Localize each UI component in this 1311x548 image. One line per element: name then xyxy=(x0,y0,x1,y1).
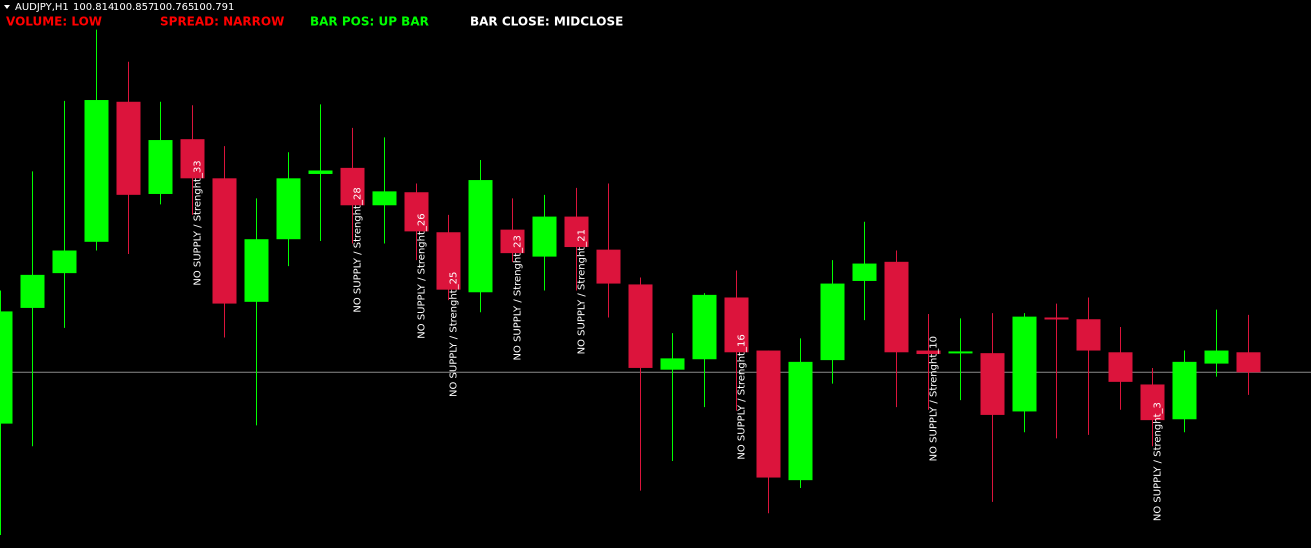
menu-arrow[interactable] xyxy=(4,5,10,9)
candle-body xyxy=(372,191,397,206)
annotation: NO SUPPLY / Strenght_28 xyxy=(353,187,364,312)
candle-body xyxy=(756,350,781,478)
candle-body xyxy=(596,249,621,284)
annotation: NO SUPPLY / Strenght_25 xyxy=(449,272,460,397)
candle-body xyxy=(1108,352,1133,382)
candle-body xyxy=(212,178,237,304)
annotation: NO SUPPLY / Strenght_23 xyxy=(513,235,524,360)
candle-body xyxy=(852,263,877,281)
quote-value: 100.791 xyxy=(193,2,234,13)
candle-body xyxy=(436,232,461,290)
candle-body xyxy=(52,250,77,274)
candle-body xyxy=(820,283,845,361)
candle-body xyxy=(660,358,685,370)
quote-value: 100.857 xyxy=(113,2,154,13)
status-label: BAR POS: UP BAR xyxy=(310,15,429,29)
candle-body xyxy=(276,178,301,240)
candle-body xyxy=(1172,361,1197,420)
quote-value: 100.814 xyxy=(73,2,114,13)
candle-body xyxy=(788,361,813,481)
candle-body xyxy=(628,284,653,368)
candle-body xyxy=(724,297,749,353)
symbol: AUDJPY,H1 xyxy=(15,2,69,13)
candle-body xyxy=(692,294,717,360)
status-label: VOLUME: LOW xyxy=(6,15,102,29)
candle-body xyxy=(20,274,45,308)
candle-body xyxy=(532,216,557,257)
candle-body xyxy=(308,170,333,174)
annotation: NO SUPPLY / Strenght_16 xyxy=(737,334,748,459)
annotation: NO SUPPLY / Strenght_26 xyxy=(417,213,428,338)
annotation: NO SUPPLY / Strenght_3 xyxy=(1153,402,1164,521)
quote-value: 100.765 xyxy=(153,2,194,13)
candle-body xyxy=(884,261,909,353)
candle-body xyxy=(1140,384,1165,421)
candle-body xyxy=(916,350,941,355)
candle-body xyxy=(980,353,1005,415)
candle-body xyxy=(500,229,525,254)
candle-body xyxy=(1044,317,1069,320)
candle-body xyxy=(404,192,429,232)
annotation: NO SUPPLY / Strenght_33 xyxy=(193,160,204,285)
candle-body xyxy=(244,239,269,302)
candle-body xyxy=(0,311,13,424)
candle-body xyxy=(180,139,205,179)
candle-body xyxy=(468,180,493,293)
candle-body xyxy=(1012,316,1037,412)
status-label: SPREAD: NARROW xyxy=(160,15,284,29)
candle-body xyxy=(340,167,365,206)
status-label: BAR CLOSE: MIDCLOSE xyxy=(470,15,623,29)
candle-body xyxy=(84,100,109,242)
annotation: NO SUPPLY / Strenght_21 xyxy=(577,229,588,354)
candle-body xyxy=(116,101,141,195)
candle-body xyxy=(1076,319,1101,351)
candle-body xyxy=(148,140,173,194)
annotation: NO SUPPLY / Strenght_10 xyxy=(929,336,940,461)
candle-body xyxy=(1204,350,1229,364)
candle-body xyxy=(1236,352,1261,373)
candle-body xyxy=(564,216,589,248)
candle-body xyxy=(948,351,973,354)
